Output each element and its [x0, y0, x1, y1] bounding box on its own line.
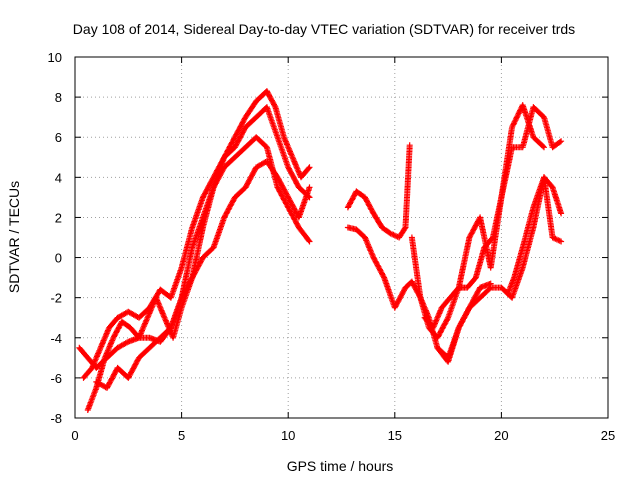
series-markers — [421, 104, 565, 331]
series-markers — [504, 174, 565, 297]
y-tick-label: 2 — [55, 210, 62, 225]
chart-title: Day 108 of 2014, Sidereal Day-to-day VTE… — [73, 21, 575, 37]
x-tick-label: 20 — [494, 428, 508, 443]
series-arc-2 — [80, 104, 313, 381]
axis-ticks: 0 5 10 15 20 25 -8 -6 -4 -2 0 2 4 6 8 10 — [48, 50, 616, 443]
series-arc-8 — [421, 104, 565, 331]
series-markers — [344, 142, 413, 241]
series-markers — [84, 134, 313, 413]
x-axis-title: GPS time / hours — [287, 458, 394, 474]
y-tick-label: 10 — [48, 50, 62, 65]
series-arc-10 — [504, 174, 565, 297]
grid-lines — [75, 57, 608, 418]
x-tick-label: 25 — [601, 428, 615, 443]
series-markers — [80, 104, 313, 381]
series-markers — [93, 158, 313, 391]
y-axis-title: SDTVAR / TECUs — [6, 181, 22, 293]
y-tick-label: 8 — [55, 90, 62, 105]
y-tick-label: -6 — [50, 371, 62, 386]
y-tick-label: 0 — [55, 251, 62, 266]
y-tick-label: 6 — [55, 130, 62, 145]
series-arc-3 — [84, 134, 313, 413]
x-tick-label: 5 — [178, 428, 185, 443]
y-tick-label: -4 — [50, 331, 62, 346]
y-tick-label: 4 — [55, 170, 62, 185]
x-tick-label: 10 — [281, 428, 295, 443]
data-series — [76, 88, 565, 413]
series-arc-5 — [344, 142, 413, 241]
x-tick-label: 15 — [388, 428, 402, 443]
y-tick-label: -2 — [50, 291, 62, 306]
y-tick-label: -8 — [50, 411, 62, 426]
x-tick-label: 0 — [71, 428, 78, 443]
plot-frame — [74, 56, 609, 419]
series-arc-4 — [93, 158, 313, 391]
